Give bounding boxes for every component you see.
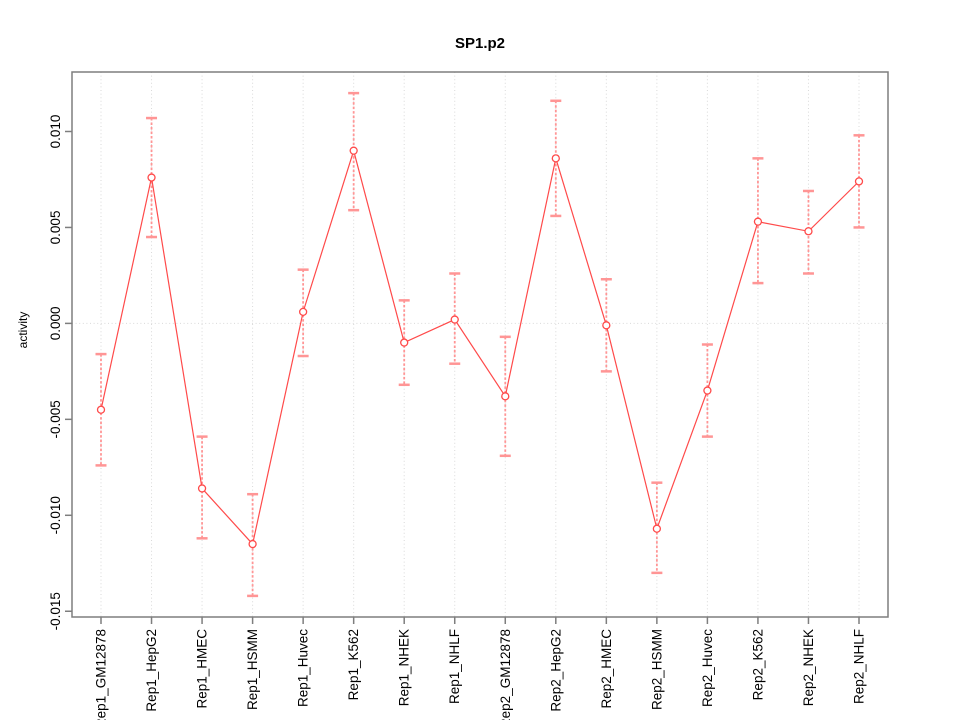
data-point (854, 177, 864, 186)
data-point (197, 484, 207, 493)
data-point (501, 392, 510, 401)
data-point (349, 146, 358, 155)
x-tick-label: Rep1_HMEC (195, 629, 210, 709)
data-point (147, 173, 156, 182)
x-tick-label: Rep1_K562 (346, 629, 361, 700)
series-line (100, 148, 860, 546)
chart-title: SP1.p2 (454, 35, 506, 52)
data-point (602, 321, 611, 330)
y-tick-label: 0.005 (48, 211, 63, 245)
data-point (450, 315, 459, 324)
y-tick-label: -0.010 (48, 496, 63, 534)
x-tick-label: Rep1_NHLF (447, 629, 462, 704)
y-tick-label: 0.010 (48, 115, 63, 149)
data-point (804, 227, 813, 236)
x-tick-label: Rep1_HepG2 (144, 629, 159, 712)
data-point (753, 217, 763, 226)
x-tick-label: Rep2_Huvec (700, 629, 715, 707)
x-tick-label: Rep2_NHLF (852, 629, 867, 704)
y-tick-label: 0.000 (48, 306, 63, 340)
data-point (703, 386, 712, 395)
data-point (652, 524, 662, 533)
x-tick-label: Rep2_K562 (750, 629, 765, 700)
plot-frame (71, 71, 889, 618)
x-tick-label: Rep2_HepG2 (548, 629, 563, 712)
data-point (96, 405, 106, 414)
x-tick-label: Rep1_GM12878 (94, 629, 109, 720)
data-point (551, 154, 560, 163)
y-tick-label: -0.005 (48, 400, 63, 438)
x-tick-label: Rep2_HMEC (599, 629, 614, 709)
y-tick-label: -0.015 (48, 592, 63, 630)
x-tick-label: Rep1_NHEK (397, 629, 412, 706)
x-tick-label: Rep2_NHEK (801, 629, 816, 706)
data-point (298, 307, 308, 317)
x-tick-label: Rep2_GM12878 (498, 629, 513, 720)
data-point (400, 338, 409, 347)
x-tick-label: Rep2_HSMM (649, 629, 664, 710)
x-tick-label: Rep1_Huvec (296, 629, 311, 707)
data-point (248, 539, 257, 549)
x-tick-label: Rep1_HSMM (245, 629, 260, 710)
